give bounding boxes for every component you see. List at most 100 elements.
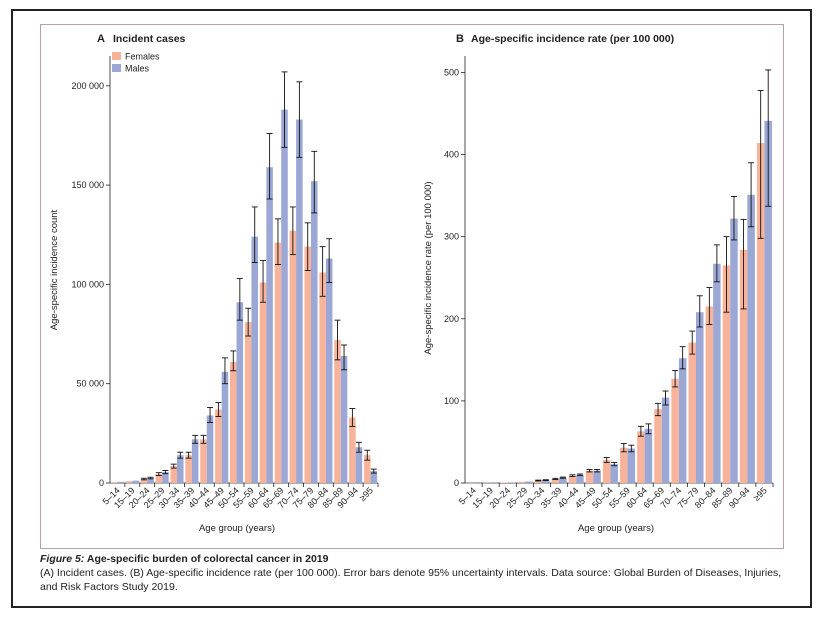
panel-a-y-tick-label: 150 000 [71,180,104,190]
panel-a-bar-females [304,246,311,483]
panel-b-bar-males [644,428,653,483]
panel-b-bar-females [756,143,765,484]
panel-a-bar-females [125,481,133,483]
panel-a-bar-females [259,282,267,483]
panel-b-bar-males [661,397,670,483]
panel-a-title: Incident cases [113,33,186,45]
panel-b-bar-males [730,218,738,484]
panel-a-bar-females [185,455,192,483]
panel-a-bar-males [221,371,229,483]
panel-a-bar-males [132,480,139,483]
panel-a-bar-males [162,472,169,483]
caption-figure-label: Figure 5: [40,553,85,565]
panel-a-bar-males [311,181,318,484]
panel-b-bar-males [524,481,533,483]
panel-a-bar-females [349,417,356,483]
panel-a-bar-females [274,242,282,483]
panel-b-y-tick-label: 100 [444,396,459,406]
panel-b-bar-females [568,475,577,483]
panel-b-bar-females [551,478,560,483]
panel-b-bar-males [764,120,772,483]
panel-a-bar-females [364,455,371,483]
panel-b-title: Age-specific incidence rate (per 100 000… [471,33,674,45]
panel-b-y-tick-label: 400 [444,150,459,160]
legend-swatch-males [112,64,121,72]
panel-a-bar-males [370,471,378,483]
panel-a-bar-males [266,167,273,483]
panel-b-bar-males [542,480,550,483]
panel-a-y-axis-label: Age-specific incidence count [49,209,60,330]
caption-body: (A) Incident cases. (B) Age-specific inc… [40,567,782,593]
panel-b-bar-females [602,460,611,483]
panel-a-y-tick-label: 100 000 [71,279,104,289]
panel-a-bar-males [325,258,333,483]
panel-b-bar-males [610,464,618,483]
panel-b-x-tick-label: ≥95 [751,485,769,503]
legend-swatch-females [112,52,121,60]
panel-b-bar-females [620,447,628,483]
panel-a-bar-females [289,230,297,483]
panel-a-y-tick-label: 0 [99,478,104,488]
panel-b-bar-females [688,342,696,483]
panel-a-y-tick-label: 50 000 [76,379,104,389]
panel-a-x-tick-label: ≥95 [357,485,375,503]
panel-b-letter: B [456,33,464,45]
panel-b: B Age-specific incidence rate (per 100 0… [423,33,774,534]
panel-b-bar-females [534,480,542,483]
legend-label-females: Females [125,52,160,62]
panel-a-bar-females [200,439,207,483]
panel-a-legend: Females Males [112,52,160,74]
panel-a-bar-males [236,302,244,483]
panel-a-letter: A [97,33,105,45]
caption-title: Figure 5: Age-specific burden of colorec… [40,552,800,566]
panel-a-bar-females [319,272,326,483]
panel-b-bar-females [722,265,731,483]
panel-a-bar-males [206,415,214,483]
panel-b-bar-females [517,481,525,483]
panel-a-x-axis-label: Age group (years) [199,523,275,534]
panel-b-x-axis-label: Age group (years) [578,523,654,534]
panel-a-bar-males [340,355,348,483]
panel-a-bar-females [170,466,177,483]
panel-a-bar-females [110,482,118,483]
panel-a-bar-males [117,481,124,483]
panel-a-bar-males [147,478,154,483]
figure-frame [11,9,812,608]
panel-b-bar-males [713,263,721,483]
caption-title-text: Age-specific burden of colorectal cancer… [86,553,329,565]
panel-b-bar-females [637,431,645,483]
figure-border [40,24,784,549]
panel-a-y-tick-label: 200 000 [71,81,104,91]
panel-b-bar-males [576,474,584,483]
panel-a-bar-males [177,455,184,483]
panel-a-bar-females [244,322,252,483]
panel-b-bar-males [696,312,704,483]
panel-a-bar-females [334,340,341,483]
panel-a-bar-males [191,439,199,483]
panel-b-bar-females [671,378,679,483]
panel-b-y-tick-label: 300 [444,232,459,242]
panel-b-bar-males [593,470,601,483]
figure-caption: Figure 5: Age-specific burden of colorec… [40,552,800,594]
panel-b-bar-females [739,249,748,483]
panel-b-bar-males [678,358,687,483]
panel-a-bar-females [140,479,148,483]
panel-a-bar-females [155,474,163,483]
panel-a-bar-males [355,447,363,483]
panel-b-y-tick-label: 500 [444,67,459,77]
panel-b-bar-females [585,470,594,483]
legend-label-males: Males [125,64,150,74]
panel-b-bar-females [654,409,662,483]
panel-a: A Incident cases Females Males 0 50 000 10… [49,33,379,534]
panel-b-bar-males [747,194,755,483]
panel-b-y-axis-label: Age-specific incidence rate (per 100 000… [423,181,434,354]
panel-a-bar-males [296,119,303,483]
panel-a-bar-females [230,361,237,483]
panel-b-bar-males [627,448,636,483]
panel-a-bar-males [281,109,288,483]
panel-b-bar-females [705,306,714,483]
panel-a-bar-males [251,236,258,483]
panel-b-bar-females [500,482,508,483]
panel-b-bar-males [507,482,516,483]
